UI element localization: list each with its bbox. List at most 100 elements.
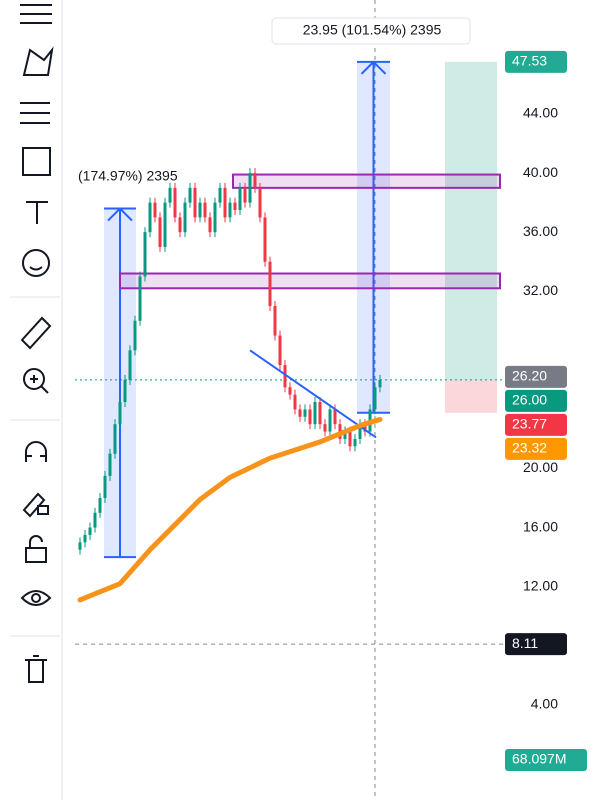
- candle: [183, 202, 187, 233]
- candle: [258, 187, 262, 218]
- price-badge: [505, 50, 567, 73]
- price-badge-label: 8.11: [512, 635, 538, 651]
- y-tick-label: 4.00: [531, 696, 558, 712]
- candle: [78, 542, 82, 550]
- candle: [323, 424, 327, 432]
- y-tick-label: 32.00: [523, 282, 558, 298]
- stop-zone: [445, 379, 497, 413]
- zoom-tool[interactable]: [23, 368, 49, 394]
- candle: [288, 387, 292, 395]
- lines-tool[interactable]: [20, 4, 52, 24]
- candle: [353, 438, 357, 447]
- candle: [298, 409, 302, 417]
- plot: 44.00 40.00 36.00 32.00 20.00 16.00 12.00 4.00 2…: [75, 0, 587, 800]
- delete-tool[interactable]: [25, 655, 47, 683]
- lock-tool[interactable]: [25, 535, 47, 563]
- toolbar-bg: [0, 0, 62, 800]
- candle: [208, 217, 212, 233]
- target-zone: [445, 61, 497, 380]
- candle: [123, 379, 127, 403]
- candle: [138, 276, 142, 321]
- candle: [128, 350, 132, 380]
- y-tick-label: 12.00: [523, 577, 558, 593]
- candle: [248, 173, 252, 203]
- candle: [118, 402, 122, 425]
- candle: [158, 217, 162, 247]
- trendline: [249, 349, 377, 439]
- pattern-tool[interactable]: [22, 46, 54, 76]
- candle: [333, 409, 337, 425]
- y-tick-label: 40.00: [523, 164, 558, 180]
- candle: [173, 187, 177, 218]
- candle: [203, 202, 207, 218]
- candle: [103, 475, 107, 499]
- candle: [133, 320, 137, 351]
- candle: [193, 187, 197, 218]
- candle: [263, 217, 267, 262]
- candle: [253, 173, 257, 188]
- text-tool[interactable]: [26, 201, 48, 224]
- fib-tool[interactable]: [20, 102, 50, 124]
- candle: [343, 431, 347, 439]
- shape-tool[interactable]: [22, 147, 51, 176]
- candle: [278, 335, 282, 366]
- candle: [308, 409, 312, 425]
- candle: [293, 394, 297, 410]
- price-badge: [505, 437, 567, 460]
- candle: [113, 424, 117, 454]
- candle: [373, 387, 377, 410]
- toolbar: [0, 0, 63, 800]
- price-badge: [505, 365, 567, 388]
- range-label: 23.95 (101.54%) 2395: [303, 22, 442, 38]
- y-tick-label: 36.00: [523, 223, 558, 239]
- candle: [303, 409, 307, 417]
- range-arrow: [104, 207, 136, 559]
- candle: [168, 187, 172, 203]
- candle: [268, 261, 272, 307]
- candle: [243, 187, 247, 203]
- candle: [228, 202, 232, 218]
- candle: [153, 202, 157, 218]
- candle: [213, 202, 217, 233]
- moving-average: [77, 416, 383, 603]
- magnet-tool[interactable]: [25, 441, 47, 462]
- price-badge-label: 47.53: [512, 53, 547, 69]
- candle: [148, 202, 152, 233]
- y-tick-label: 20.00: [523, 459, 558, 475]
- volume-badge: [505, 749, 587, 771]
- price-badge-label: 23.77: [512, 416, 547, 432]
- candle: [238, 187, 242, 211]
- candle: [363, 424, 367, 432]
- emoji-tool[interactable]: [22, 249, 50, 277]
- candle: [143, 232, 147, 277]
- candle: [218, 187, 222, 203]
- candle: [313, 402, 317, 425]
- candle: [348, 431, 352, 447]
- range-label: (174.97%) 2395: [78, 168, 178, 184]
- price-badge: [505, 633, 567, 656]
- price-badge-label: 26.20: [512, 368, 547, 384]
- price-badge-label: 23.32: [512, 440, 547, 456]
- ruler-tool[interactable]: [20, 316, 52, 350]
- candle: [178, 217, 182, 233]
- candle: [328, 409, 332, 432]
- candle: [198, 202, 202, 218]
- y-tick-label: 16.00: [523, 518, 558, 534]
- candle: [163, 202, 167, 247]
- candle: [223, 187, 227, 218]
- lock-draw-tool[interactable]: [22, 492, 49, 518]
- range-arrow: [357, 60, 390, 414]
- zone: [119, 272, 501, 290]
- price-badge: [505, 413, 567, 436]
- candle: [273, 306, 277, 336]
- candle: [88, 527, 92, 535]
- volume-badge-label: 68.097M: [512, 751, 566, 767]
- visibility-tool[interactable]: [20, 590, 52, 606]
- range-label-bg: [271, 17, 471, 45]
- candle: [283, 365, 287, 388]
- y-tick-label: 44.00: [523, 105, 558, 121]
- candle: [188, 187, 192, 203]
- price-badge-label: 26.00: [512, 392, 547, 408]
- zone: [232, 173, 501, 189]
- candle: [93, 512, 97, 528]
